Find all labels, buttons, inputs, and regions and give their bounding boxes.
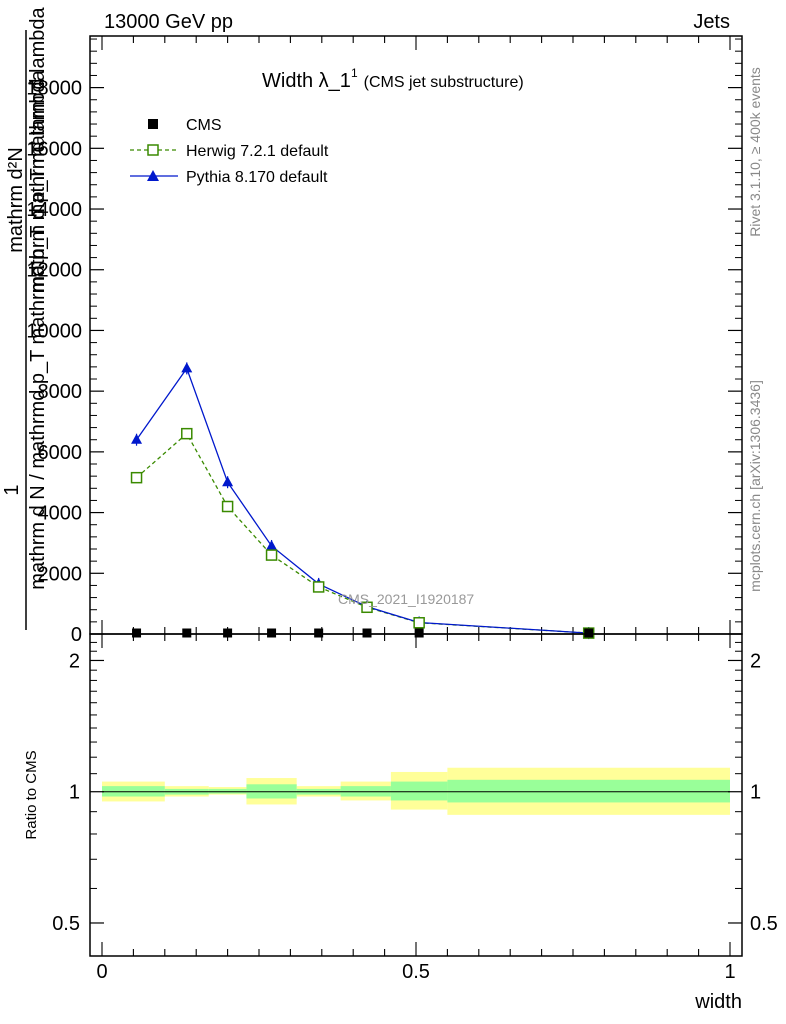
herwig-line bbox=[136, 432, 589, 634]
ratio-band-green bbox=[390, 781, 448, 801]
herwig-point bbox=[181, 427, 193, 440]
ratio-ytick-label-right: 2 bbox=[750, 650, 761, 672]
legend-cms-label: CMS bbox=[186, 117, 222, 134]
main-plot: 0 2000 4000 6000 8000 10000 12000 14000 16000 180… bbox=[1, 6, 743, 646]
ratio-xtick-label: 0 bbox=[96, 961, 107, 983]
mcplots-label: mcplots.cern.ch [arXiv:1306.3436] bbox=[747, 380, 763, 592]
legend-herwig-label: Herwig 7.2.1 default bbox=[186, 143, 329, 160]
ratio-plot: 0.5 0.5 1 1 2 2 0 0.5 1 Ratio to CMS width bbox=[23, 633, 778, 1013]
ratio-ytick-label: 2 bbox=[69, 650, 80, 672]
cms-point bbox=[362, 628, 372, 638]
ylabel-frac-den: mathrm d N / mathrmd p_T mathrmd p_T mat… bbox=[27, 69, 49, 589]
ratio-ytick-label: 1 bbox=[69, 782, 80, 804]
main-ytick-label: 8000 bbox=[38, 381, 83, 403]
main-ytick-label: 10000 bbox=[26, 320, 82, 342]
main-ytick-label: 4000 bbox=[38, 503, 83, 525]
ylabel-den: mathrm d p_T mathrm d lambda bbox=[27, 6, 49, 292]
main-ylabel: 1 mathrm d N / mathrmd p_T mathrmd p_T m… bbox=[1, 6, 49, 630]
legend-herwig-marker bbox=[147, 144, 159, 156]
watermark: CMS_2021_I1920187 bbox=[338, 591, 474, 607]
cms-point bbox=[267, 628, 277, 638]
header-right: Jets bbox=[693, 11, 730, 33]
pythia-point bbox=[131, 433, 143, 444]
cms-point bbox=[223, 628, 233, 638]
main-ytick-label: 16000 bbox=[26, 138, 82, 160]
pythia-point bbox=[266, 539, 278, 550]
ratio-ticks: 0.5 0.5 1 1 2 2 0 0.5 1 bbox=[52, 634, 778, 983]
ratio-ytick-label-right: 0.5 bbox=[750, 913, 778, 935]
chart-title-main: Width λ_1 bbox=[262, 70, 351, 92]
ratio-ylabel: Ratio to CMS bbox=[23, 750, 40, 839]
ratio-xtick-label: 0.5 bbox=[402, 961, 430, 983]
main-ytick-label: 14000 bbox=[26, 199, 82, 221]
chart-title-sub: (CMS jet substructure) bbox=[364, 74, 524, 91]
ratio-xtick-label: 1 bbox=[724, 961, 735, 983]
legend-cms-marker bbox=[148, 119, 158, 129]
main-ytick-label: 18000 bbox=[26, 78, 82, 100]
pythia-point bbox=[181, 362, 193, 373]
herwig-point bbox=[361, 601, 373, 614]
main-ytick-label: 6000 bbox=[38, 442, 83, 464]
main-ticks: 0 2000 4000 6000 8000 10000 12000 14000 16000 180… bbox=[26, 36, 742, 646]
main-series bbox=[130, 362, 595, 640]
main-ytick-label: 0 bbox=[71, 624, 82, 646]
herwig-point bbox=[413, 617, 425, 629]
ratio-ytick-label-right: 1 bbox=[750, 782, 761, 804]
pythia-point bbox=[222, 476, 234, 487]
cms-point bbox=[584, 628, 594, 638]
cms-point bbox=[414, 628, 424, 638]
header-left: 13000 GeV pp bbox=[104, 11, 233, 33]
rivet-label: Rivet 3.1.10, ≥ 400k events bbox=[747, 67, 763, 237]
xlabel: width bbox=[694, 991, 742, 1013]
ratio-band-green bbox=[447, 779, 730, 803]
cms-point bbox=[314, 628, 324, 638]
cms-point bbox=[182, 628, 192, 638]
ratio-ytick-label: 0.5 bbox=[52, 913, 80, 935]
herwig-point bbox=[221, 500, 234, 513]
main-ytick-label: 2000 bbox=[38, 563, 83, 585]
chart-title-sup: 1 bbox=[351, 66, 358, 80]
herwig-point bbox=[312, 581, 325, 593]
legend-pythia-label: Pythia 8.170 default bbox=[186, 169, 328, 186]
chart-title: Width λ_11 (CMS jet substructure) bbox=[262, 66, 524, 92]
legend-pythia-marker bbox=[147, 170, 159, 181]
herwig-point bbox=[130, 471, 143, 484]
pythia-line bbox=[136, 366, 589, 634]
main-ytick-label: 12000 bbox=[26, 260, 82, 282]
ylabel-frac-num: 1 bbox=[1, 484, 23, 495]
legend: CMS Herwig 7.2.1 default Pythia 8.170 de… bbox=[130, 117, 329, 186]
cms-point bbox=[132, 628, 142, 638]
herwig-point bbox=[265, 549, 278, 561]
ylabel-num: mathrm d²N bbox=[5, 147, 27, 253]
